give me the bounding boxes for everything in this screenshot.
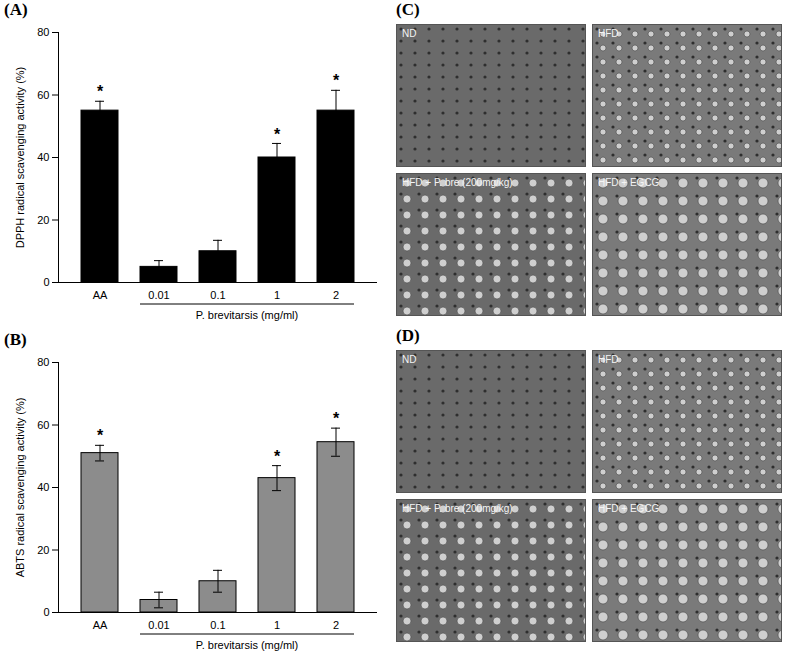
svg-text:0.1: 0.1 [210,289,225,301]
svg-text:DPPH radical scavenging activi: DPPH radical scavenging activity (%) [14,67,26,249]
html-text:ND: ND [402,354,417,365]
svg-text:80: 80 [37,26,49,38]
svg-text:60: 60 [37,89,49,101]
html-text:(B): (B) [4,330,27,349]
svg-text:2: 2 [333,619,339,631]
svg-text:*: * [333,410,340,427]
svg-text:20: 20 [37,544,49,556]
svg-text:80: 80 [37,356,49,368]
svg-text:1: 1 [274,619,280,631]
html-text:(D): (D) [396,326,420,345]
html-text:HFD + P. bre (200mg/kg): HFD + P. bre (200mg/kg) [402,503,513,514]
svg-text:0.01: 0.01 [148,289,169,301]
svg-text:0: 0 [43,276,49,288]
svg-text:P. brevitarsis (mg/ml): P. brevitarsis (mg/ml) [196,639,298,651]
svg-text:*: * [333,72,340,89]
svg-text:60: 60 [37,419,49,431]
svg-text:*: * [97,427,104,444]
html-text:ND: ND [402,28,417,39]
svg-text:*: * [97,83,104,100]
svg-text:*: * [274,126,281,143]
svg-text:2: 2 [333,289,339,301]
html-text:HFD + EGCG: HFD + EGCG [598,177,660,188]
svg-text:0.1: 0.1 [210,619,225,631]
svg-text:1: 1 [274,289,280,301]
html-text:HFD + P. bre (200mg/kg): HFD + P. bre (200mg/kg) [402,177,513,188]
html-text:HFD: HFD [598,354,619,365]
html-text:(C): (C) [396,0,420,19]
svg-text:20: 20 [37,214,49,226]
svg-text:40: 40 [37,481,49,493]
svg-text:0: 0 [43,606,49,618]
svg-text:40: 40 [37,151,49,163]
svg-text:ABTS radical scavenging activi: ABTS radical scavenging activity (%) [14,398,26,578]
svg-text:P. brevitarsis (mg/ml): P. brevitarsis (mg/ml) [196,309,298,321]
html-text:HFD + EGCG: HFD + EGCG [598,503,660,514]
svg-text:AA: AA [93,619,108,631]
svg-text:*: * [274,448,281,465]
html-text:(A): (A) [4,0,28,19]
html-text:HFD: HFD [598,28,619,39]
svg-text:0.01: 0.01 [148,619,169,631]
svg-text:AA: AA [93,289,108,301]
